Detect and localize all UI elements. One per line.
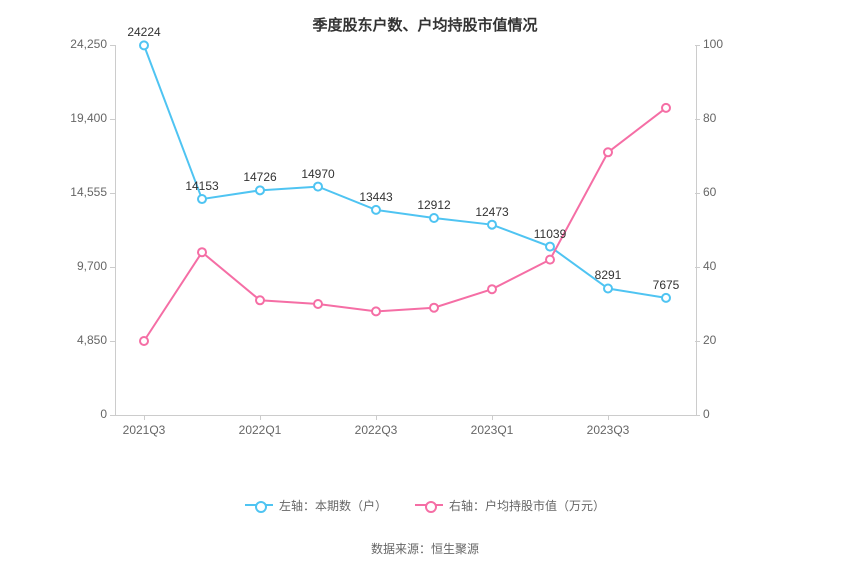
right_series-marker[interactable] bbox=[546, 256, 554, 264]
right_series-marker[interactable] bbox=[372, 307, 380, 315]
chart-container: 季度股东户数、户均持股市值情况 左轴：本期数（户）右轴：户均持股市值（万元） 数… bbox=[0, 0, 850, 575]
left_series-value-label: 14970 bbox=[301, 167, 334, 181]
y-left-tick-label: 4,850 bbox=[55, 333, 107, 347]
x-tick-label: 2022Q3 bbox=[355, 423, 398, 437]
left_series-line bbox=[144, 45, 666, 298]
y-right-tick-label: 40 bbox=[703, 259, 716, 273]
y-left-tick-label: 0 bbox=[55, 407, 107, 421]
legend-item[interactable]: 左轴：本期数（户） bbox=[245, 497, 387, 514]
x-tick-label: 2023Q3 bbox=[587, 423, 630, 437]
left_series-value-label: 12912 bbox=[417, 198, 450, 212]
legend-line-icon bbox=[245, 504, 273, 506]
y-right-tick-label: 80 bbox=[703, 111, 716, 125]
left_series-marker[interactable] bbox=[256, 186, 264, 194]
y-right-tick-label: 60 bbox=[703, 185, 716, 199]
legend-marker-icon bbox=[255, 501, 267, 513]
y-right-tick-label: 20 bbox=[703, 333, 716, 347]
right_series-marker[interactable] bbox=[140, 337, 148, 345]
right_series-marker[interactable] bbox=[604, 148, 612, 156]
left_series-marker[interactable] bbox=[314, 183, 322, 191]
legend-label: 左轴：本期数（户） bbox=[279, 497, 387, 514]
x-tick-label: 2022Q1 bbox=[239, 423, 282, 437]
left_series-value-label: 13443 bbox=[359, 190, 392, 204]
left_series-marker[interactable] bbox=[140, 41, 148, 49]
y-left-tick-label: 9,700 bbox=[55, 259, 107, 273]
left_series-marker[interactable] bbox=[372, 206, 380, 214]
right_series-line bbox=[144, 108, 666, 341]
left_series-value-label: 11039 bbox=[534, 227, 566, 241]
chart-svg bbox=[0, 0, 850, 575]
y-left-tick-label: 24,250 bbox=[55, 37, 107, 51]
right_series-marker[interactable] bbox=[488, 285, 496, 293]
right_series-marker[interactable] bbox=[430, 304, 438, 312]
left_series-value-label: 14153 bbox=[185, 179, 218, 193]
left_series-marker[interactable] bbox=[198, 195, 206, 203]
y-right-tick-label: 100 bbox=[703, 37, 723, 51]
legend-marker-icon bbox=[425, 501, 437, 513]
right_series-marker[interactable] bbox=[314, 300, 322, 308]
left_series-value-label: 14726 bbox=[243, 170, 276, 184]
legend: 左轴：本期数（户） 右轴：户均持股市值（万元） bbox=[0, 495, 850, 514]
y-right-tick-label: 0 bbox=[703, 407, 710, 421]
right_series-marker[interactable] bbox=[198, 248, 206, 256]
legend-line-icon bbox=[415, 504, 443, 506]
left_series-marker[interactable] bbox=[662, 294, 670, 302]
left_series-value-label: 8291 bbox=[595, 268, 622, 282]
left_series-value-label: 12473 bbox=[475, 205, 508, 219]
left_series-marker[interactable] bbox=[604, 284, 612, 292]
left_series-marker[interactable] bbox=[546, 243, 554, 251]
data-source: 数据来源：恒生聚源 bbox=[0, 540, 850, 557]
left_series-marker[interactable] bbox=[430, 214, 438, 222]
left_series-marker[interactable] bbox=[488, 221, 496, 229]
x-tick-label: 2023Q1 bbox=[471, 423, 514, 437]
legend-item[interactable]: 右轴：户均持股市值（万元） bbox=[415, 497, 605, 514]
x-tick-label: 2021Q3 bbox=[123, 423, 166, 437]
right_series-marker[interactable] bbox=[662, 104, 670, 112]
left_series-value-label: 24224 bbox=[127, 25, 160, 39]
y-left-tick-label: 19,400 bbox=[55, 111, 107, 125]
legend-label: 右轴：户均持股市值（万元） bbox=[449, 497, 605, 514]
y-left-tick-label: 14,555 bbox=[55, 185, 107, 199]
left_series-value-label: 7675 bbox=[653, 278, 680, 292]
right_series-marker[interactable] bbox=[256, 296, 264, 304]
